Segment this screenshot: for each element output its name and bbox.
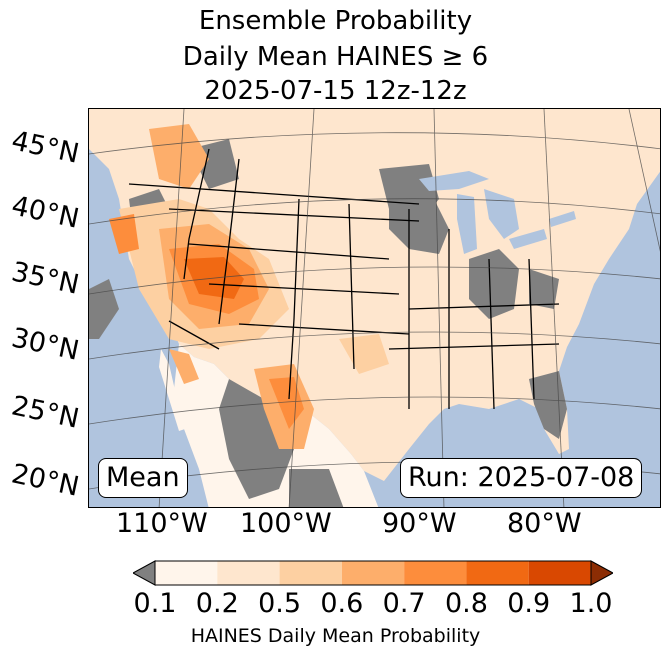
colorbar-segment	[466, 561, 529, 585]
colorbar-segment	[279, 561, 342, 585]
colorbar-tick-label: 0.5	[258, 588, 302, 619]
lat-label-30: 30°N	[8, 322, 82, 367]
lon-label-100: 100°W	[240, 508, 332, 539]
colorbar-segment	[155, 561, 218, 585]
colorbar-tick-label: 0.2	[195, 588, 239, 619]
colorbar-over-arrow	[590, 560, 613, 586]
colorbar-tick-label: 0.8	[444, 588, 488, 619]
title-line-2: Daily Mean HAINES ≥ 6	[182, 42, 489, 72]
colorbar-label: HAINES Daily Mean Probability	[190, 625, 481, 647]
lat-label-35: 35°N	[8, 256, 82, 301]
run-label: Run: 2025-07-08	[400, 458, 643, 498]
lat-label-40: 40°N	[8, 190, 82, 235]
colorbar-segment	[341, 561, 405, 585]
title-line-3: 2025-07-15 12z-12z	[204, 76, 467, 106]
title-line-1: Ensemble Probability	[198, 6, 473, 36]
colorbar-segment	[404, 561, 467, 585]
colorbar-tick-label: 0.7	[382, 588, 426, 619]
colorbar-tick-label: 0.9	[507, 588, 551, 619]
colorbar	[133, 560, 613, 586]
colorbar-tick-label: 1.0	[569, 588, 613, 619]
colorbar-under-arrow	[133, 560, 156, 586]
mean-label: Mean	[98, 458, 188, 498]
lon-label-90: 90°W	[382, 508, 457, 539]
lon-label-80: 80°W	[507, 508, 582, 539]
colorbar-tick-label: 0.1	[133, 588, 177, 619]
colorbar-tick-label: 0.6	[320, 588, 364, 619]
great-lakes	[419, 171, 576, 254]
lon-label-110: 110°W	[116, 508, 208, 539]
probability-map	[89, 109, 660, 507]
lat-label-45: 45°N	[8, 125, 82, 170]
map-panel	[88, 108, 661, 508]
high-probability-areas	[109, 124, 389, 449]
lat-label-25: 25°N	[8, 390, 82, 435]
land-baja	[159, 349, 185, 431]
land-north-america	[89, 109, 660, 481]
colorbar-segment	[528, 561, 591, 585]
lat-label-20: 20°N	[8, 458, 82, 503]
colorbar-segment	[217, 561, 280, 585]
